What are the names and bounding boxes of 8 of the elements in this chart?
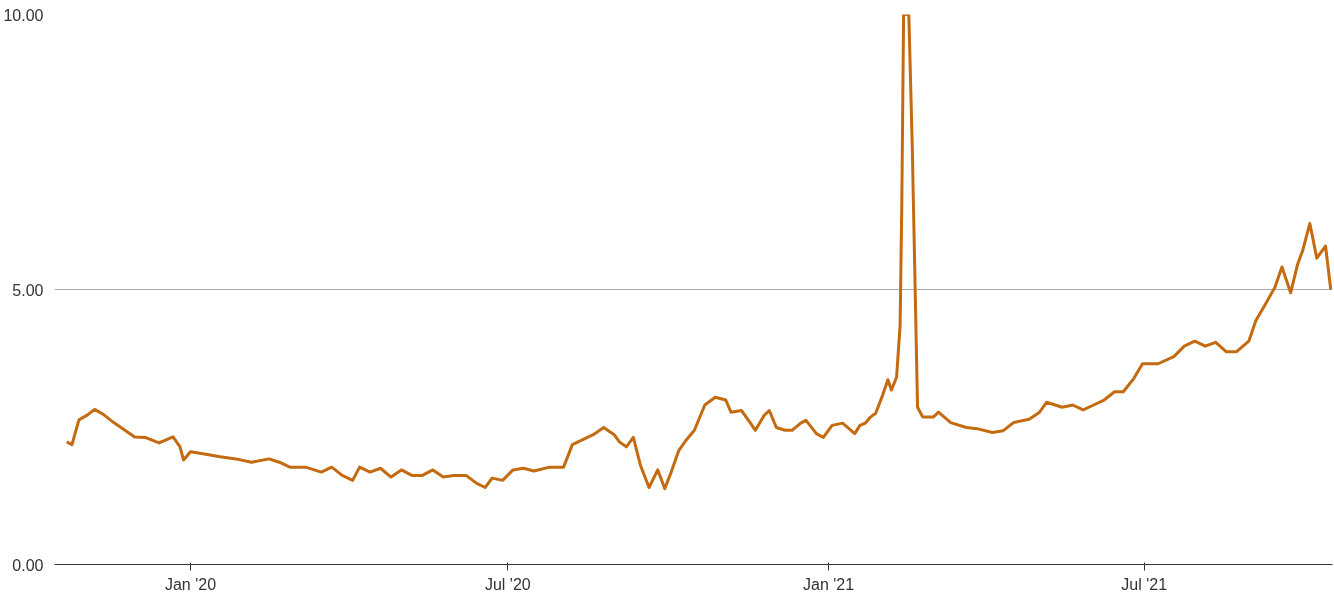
y-tick-label: 10.00 (3, 6, 44, 24)
y-tick-label: 5.00 (12, 281, 44, 299)
x-tick-label: Jan '20 (164, 575, 217, 593)
x-tick-label: Jul '20 (484, 575, 531, 593)
x-tick-label: Jul '21 (1121, 575, 1168, 593)
x-tick-label: Jan '21 (803, 575, 855, 593)
y-tick-label: 0.00 (12, 556, 44, 574)
line-series (65, 14, 1333, 491)
